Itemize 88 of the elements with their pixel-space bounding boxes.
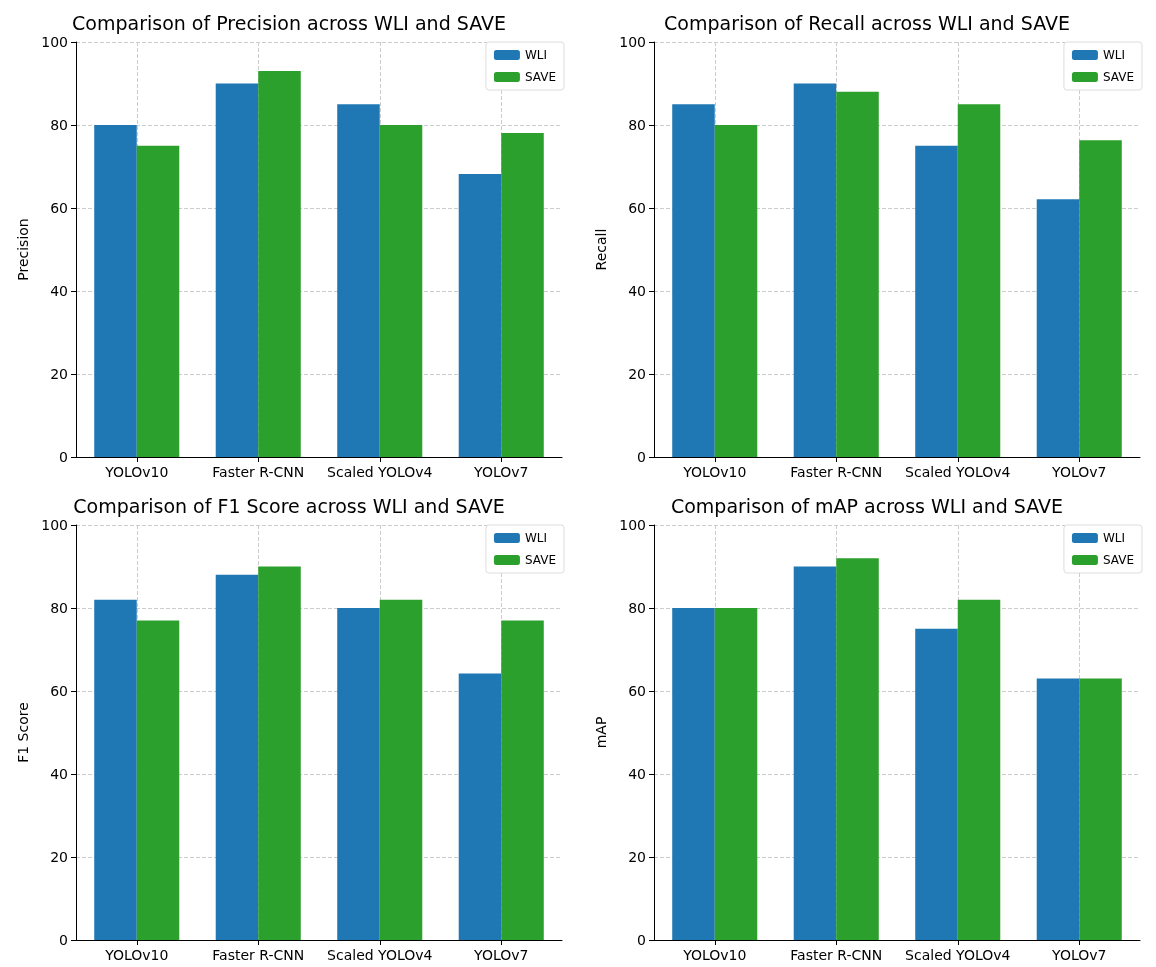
bar: [836, 558, 879, 940]
bar: [793, 83, 837, 457]
y-axis-title: mAP: [593, 716, 610, 749]
x-tick-label: YOLOv10: [104, 464, 169, 480]
bar: [379, 599, 423, 940]
x-tick-label: YOLOv10: [104, 947, 169, 963]
bar: [379, 125, 423, 457]
y-tick-label: 80: [628, 600, 646, 616]
y-tick-label: 0: [59, 932, 68, 948]
y-tick-label: 60: [50, 683, 68, 699]
y-tick-label: 40: [628, 283, 646, 299]
y-tick-label: 100: [41, 34, 68, 50]
chart-title: Comparison of Precision across WLI and SAVE: [72, 11, 506, 34]
x-tick-label: Scaled YOLOv4: [327, 947, 433, 963]
bar: [458, 173, 502, 457]
y-tick-label: 80: [50, 117, 68, 133]
bar: [337, 104, 380, 457]
x-tick-label: Scaled YOLOv4: [905, 947, 1011, 963]
bar: [501, 132, 544, 457]
bar: [672, 608, 715, 940]
bar: [501, 620, 544, 940]
x-tick-label: YOLOv7: [473, 464, 529, 480]
x-tick-label: YOLOv7: [473, 947, 529, 963]
bar: [957, 599, 1001, 940]
y-tick-label: 0: [637, 932, 646, 948]
chart-title: Comparison of mAP across WLI and SAVE: [670, 494, 1064, 517]
bar: [215, 83, 259, 457]
bar: [215, 574, 259, 940]
chart-title: Comparison of F1 Score across WLI and SAVE: [73, 494, 505, 517]
legend-label: SAVE: [1102, 70, 1135, 84]
bar: [1036, 678, 1080, 940]
bar: [258, 71, 301, 457]
bar: [957, 104, 1001, 457]
y-tick-label: 20: [50, 849, 68, 865]
y-tick-label: 80: [50, 600, 68, 616]
x-tick-label: Scaled YOLOv4: [905, 464, 1011, 480]
bar: [915, 145, 958, 457]
bar: [337, 608, 380, 940]
legend-label: WLI: [524, 48, 548, 62]
bar: [458, 673, 502, 940]
bar: [1036, 199, 1080, 457]
y-tick-label: 40: [50, 283, 68, 299]
x-tick-label: YOLOv7: [1051, 947, 1107, 963]
x-tick-label: Faster R-CNN: [790, 464, 883, 480]
y-tick-label: 80: [628, 117, 646, 133]
y-tick-label: 20: [50, 366, 68, 382]
y-tick-label: 60: [628, 200, 646, 216]
bar: [714, 125, 758, 457]
x-tick-label: Faster R-CNN: [790, 947, 883, 963]
x-tick-label: YOLOv10: [682, 947, 747, 963]
bar: [94, 125, 137, 457]
y-axis-title: Recall: [593, 228, 610, 271]
y-tick-label: 20: [628, 366, 646, 382]
y-tick-label: 20: [628, 849, 646, 865]
bar: [915, 628, 958, 940]
y-axis-title: F1 Score: [15, 702, 32, 763]
y-tick-label: 100: [619, 517, 646, 533]
bar: [94, 599, 137, 940]
y-tick-label: 100: [619, 34, 646, 50]
legend-label: WLI: [1102, 48, 1126, 62]
y-tick-label: 100: [41, 517, 68, 533]
x-tick-label: YOLOv7: [1051, 464, 1107, 480]
x-tick-label: Faster R-CNN: [212, 947, 305, 963]
bar: [136, 620, 180, 940]
bar: [1079, 678, 1122, 940]
legend-label: WLI: [524, 531, 548, 545]
y-tick-label: 0: [59, 449, 68, 465]
legend-label: SAVE: [1102, 553, 1135, 567]
y-tick-label: 60: [50, 200, 68, 216]
y-tick-label: 40: [628, 766, 646, 782]
y-tick-label: 0: [637, 449, 646, 465]
bar: [258, 566, 301, 940]
bar: [793, 566, 837, 940]
bar: [672, 104, 715, 457]
chart-title: Comparison of Recall across WLI and SAVE: [664, 11, 1070, 34]
x-tick-label: Faster R-CNN: [212, 464, 305, 480]
legend-label: SAVE: [524, 553, 557, 567]
x-tick-label: Scaled YOLOv4: [327, 464, 433, 480]
legend-label: SAVE: [524, 70, 557, 84]
legend-label: WLI: [1102, 531, 1126, 545]
bar: [1079, 140, 1122, 457]
y-axis-title: Precision: [15, 218, 32, 281]
y-tick-label: 60: [628, 683, 646, 699]
y-tick-label: 40: [50, 766, 68, 782]
bar: [836, 91, 879, 457]
x-tick-label: YOLOv10: [682, 464, 747, 480]
bar: [136, 145, 180, 457]
bar: [714, 608, 758, 940]
